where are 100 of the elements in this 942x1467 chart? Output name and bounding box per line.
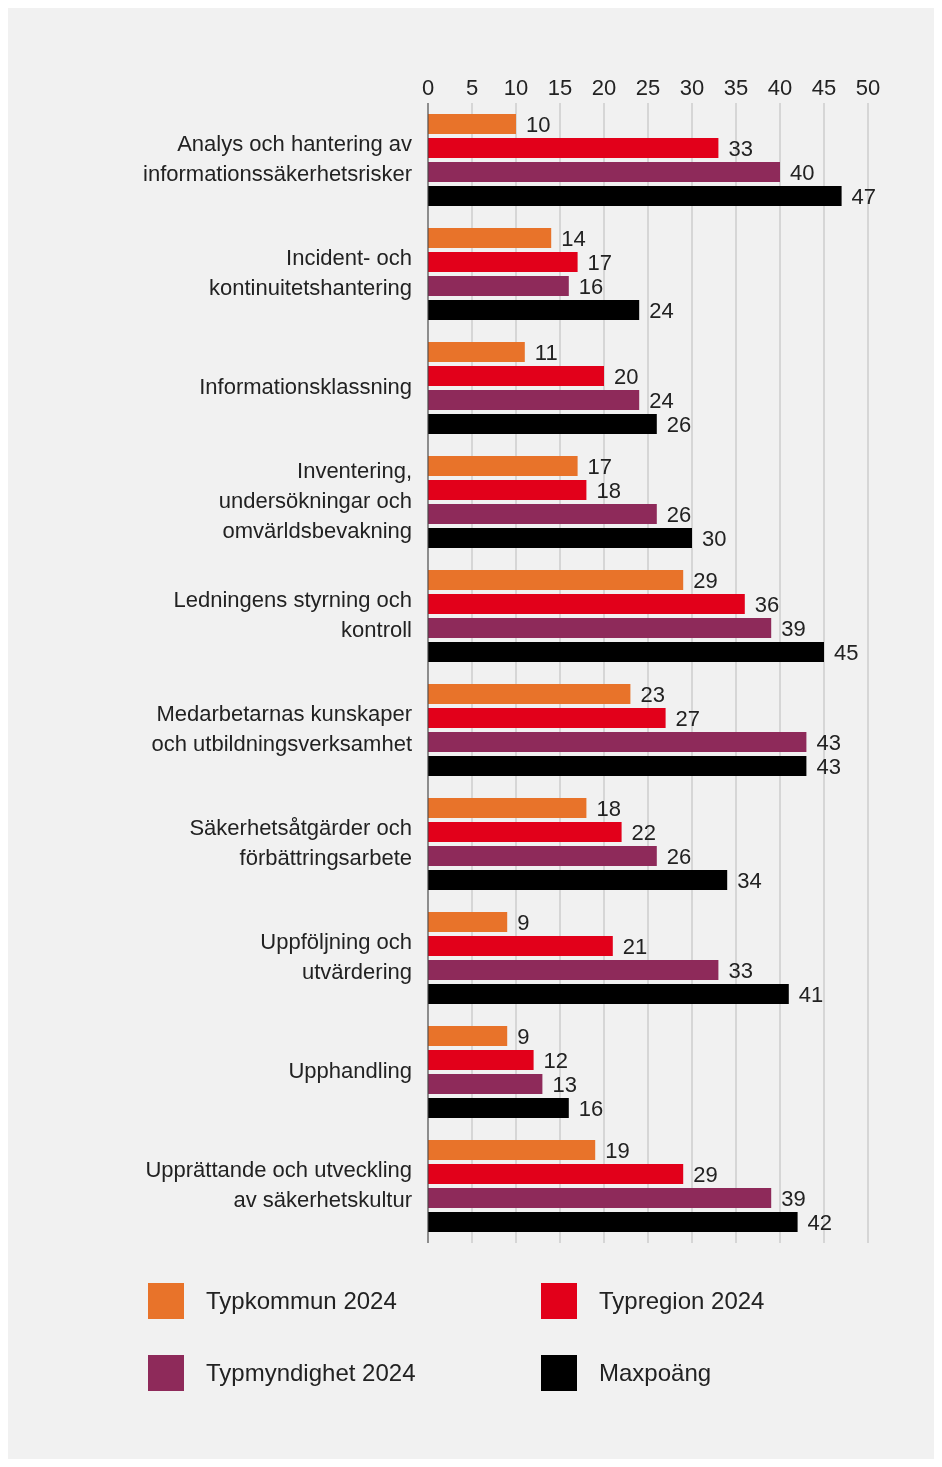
data-label: 9 [517,1023,530,1049]
y-tick-label: Inventering, undersökningar och omvärldsbevakning [218,457,412,543]
x-tick-label: 30 [679,75,705,100]
bar [428,912,508,932]
bar [428,1212,798,1232]
data-label: 12 [543,1047,569,1073]
data-label: 40 [790,159,815,185]
x-tick-label: 35 [723,75,749,100]
x-tick-label: 50 [855,75,881,100]
data-label: 29 [693,1161,718,1187]
data-label: 33 [728,957,753,983]
data-label: 43 [816,729,841,755]
bar [428,936,613,956]
data-label: 43 [816,753,841,779]
bar [428,756,807,776]
data-label: 27 [675,705,701,731]
bar [428,594,745,614]
data-label: 19 [605,1137,630,1163]
bar [428,162,780,182]
x-tick-label: 0 [421,75,435,100]
data-label: 11 [534,339,558,365]
bar [428,138,719,158]
data-label: 26 [666,843,692,869]
data-label: 24 [649,297,674,323]
x-tick-label: 45 [811,75,837,100]
bar [428,642,824,662]
y-tick-label: Medarbetarnas kunskaper och utbildningsverksamhet [151,700,412,756]
y-tick-label: Uppföljning och utvärdering [260,928,412,984]
data-label: 10 [526,111,551,137]
bar [428,276,569,296]
data-label: 30 [702,525,727,551]
bar [428,1074,543,1094]
legend-label: Typregion 2024 [599,1287,765,1315]
y-tick-label: Upprättande och utveckling av säkerhetskultur [145,1156,412,1212]
data-label: 47 [851,183,877,209]
data-label: 13 [552,1071,577,1097]
x-tick-label: 20 [591,75,617,100]
data-label: 42 [807,1209,833,1235]
bar [428,1164,684,1184]
x-tick-label: 5 [465,75,479,100]
bar [428,798,587,818]
data-label: 18 [596,477,621,503]
data-label: 33 [728,135,753,161]
x-tick-label: 40 [767,75,793,100]
bar [428,342,525,362]
bar [428,732,807,752]
legend-label: Typkommun 2024 [206,1287,397,1315]
bar [428,504,657,524]
data-label: 39 [781,1185,806,1211]
bar [428,684,631,704]
y-tick-label: Säkerhetsåtgärder och förbättringsarbete [189,814,412,870]
bar [428,960,719,980]
data-label: 14 [561,225,586,251]
bar [428,114,516,134]
bar [428,1188,772,1208]
bar [428,186,842,206]
x-tick-label: 10 [503,75,529,100]
bar [428,456,578,476]
data-label: 16 [578,273,604,299]
bar [428,390,640,410]
x-tick-label: 25 [635,75,661,100]
data-label: 41 [798,981,824,1007]
data-label: 24 [649,387,674,413]
y-tick-label: Informationsklassning [199,373,412,399]
data-label: 9 [517,909,530,935]
data-label: 23 [640,681,665,707]
data-label: 22 [631,819,657,845]
y-tick-label: Incident- och kontinuitetshantering [208,244,412,300]
bar [428,1050,534,1070]
data-label: 26 [666,411,692,437]
x-tick-label: 15 [547,75,573,100]
legend-label: Typmyndighet 2024 [206,1359,416,1387]
data-label: 17 [587,453,613,479]
bar [428,252,578,272]
data-label: 16 [578,1095,604,1121]
bar [428,984,789,1004]
bar [428,1140,596,1160]
y-tick-label: Ledningens styrning och kontroll [173,586,412,642]
data-label: 21 [622,933,648,959]
data-label: 36 [754,591,780,617]
bar [428,414,657,434]
bar [428,366,604,386]
bar [428,300,640,320]
bar [428,822,622,842]
bar [428,480,587,500]
data-label: 45 [834,639,859,665]
legend-label: Maxpoäng [599,1359,712,1387]
data-label: 34 [737,867,762,893]
data-label: 39 [781,615,806,641]
data-label: 26 [666,501,692,527]
bar [428,528,692,548]
data-label: 17 [587,249,613,275]
bar [428,1098,569,1118]
bar [428,846,657,866]
bar [428,708,666,728]
y-tick-label: Analys och hantering av informationssäkerhetsrisker [143,130,412,186]
bar [428,570,684,590]
bar [428,618,772,638]
bar [428,1026,508,1046]
y-tick-label: Upphandling [288,1057,412,1083]
